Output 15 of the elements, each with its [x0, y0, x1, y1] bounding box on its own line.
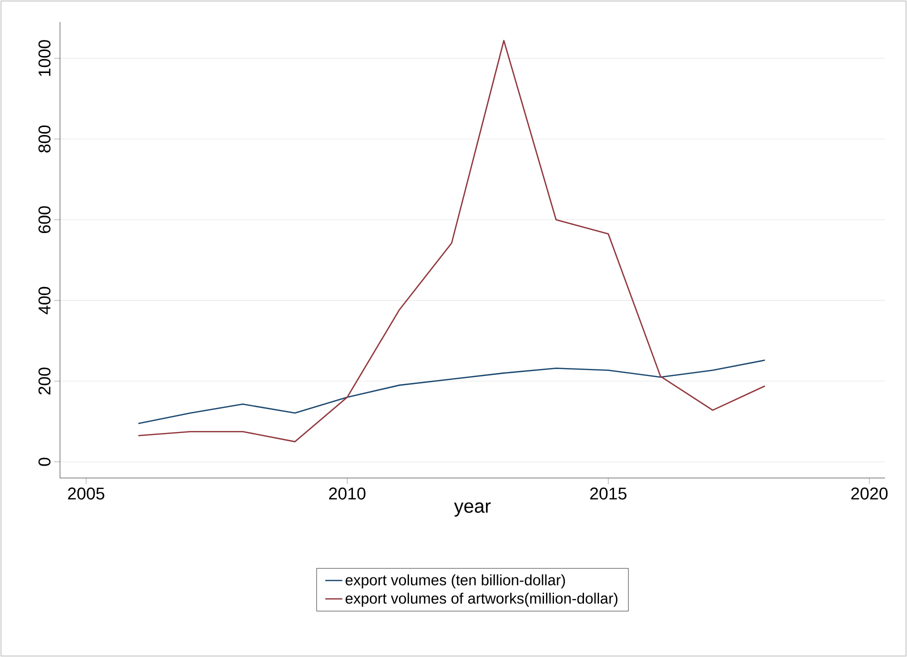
y-tick-label: 1000 — [38, 40, 50, 76]
x-axis-title: year — [454, 502, 491, 517]
x-tick-label: 2010 — [329, 488, 366, 500]
x-tick-label: 2020 — [851, 488, 888, 500]
y-tick-label: 400 — [38, 286, 50, 314]
legend-label: export volumes (ten billion-dollar) — [346, 574, 565, 588]
x-tick-label: 2005 — [68, 488, 104, 500]
line-series — [138, 360, 766, 424]
y-tick-label: 600 — [38, 206, 50, 234]
x-tick-label: 2015 — [590, 488, 626, 500]
y-tick-label: 800 — [38, 126, 50, 152]
y-tick-label: 200 — [38, 368, 50, 394]
y-tick-label: 0 — [38, 458, 50, 466]
legend-label: export volumes of artworks(million-dollar) — [346, 592, 618, 607]
line-series — [138, 40, 766, 442]
